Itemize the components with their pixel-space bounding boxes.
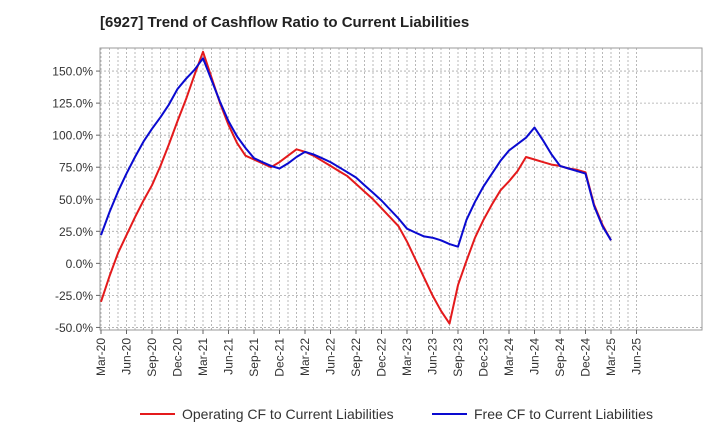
x-tick-label: Sep-22 <box>349 338 363 377</box>
y-tick-label: 150.0% <box>52 65 93 79</box>
legend: Operating CF to Current Liabilities Free… <box>140 406 653 422</box>
y-tick-label: -50.0% <box>55 321 93 335</box>
x-tick-label: Jun-24 <box>528 338 542 375</box>
x-tick-label: Sep-20 <box>145 338 159 377</box>
x-tick-label: Jun-23 <box>426 338 440 375</box>
x-tick-label: Dec-23 <box>477 338 491 377</box>
series-line-operating-cf <box>100 50 612 325</box>
grid-lines <box>100 48 702 330</box>
legend-label-free-cf: Free CF to Current Liabilities <box>474 406 653 422</box>
x-tick-label: Mar-24 <box>502 338 516 376</box>
y-tick-label: 0.0% <box>66 257 94 271</box>
x-tick-label: Sep-21 <box>247 338 261 377</box>
x-tick-label: Dec-22 <box>375 338 389 377</box>
series-line-free-cf <box>100 57 612 248</box>
x-tick-label: Mar-22 <box>298 338 312 376</box>
y-tick-label: 125.0% <box>52 97 93 111</box>
x-axis-ticks: Mar-20 Jun-20 Sep-20 Dec-20 Mar-21 Jun-21 Sep-… <box>94 330 644 377</box>
x-tick-label: Mar-20 <box>94 338 108 376</box>
x-tick-label: Mar-23 <box>400 338 414 376</box>
chart-title: [6927] Trend of Cashflow Ratio to Curren… <box>100 14 470 31</box>
x-tick-label: Dec-21 <box>273 338 287 377</box>
legend-label-operating-cf: Operating CF to Current Liabilities <box>182 406 394 422</box>
x-tick-label: Dec-20 <box>171 338 185 377</box>
x-tick-label: Jun-21 <box>222 338 236 375</box>
x-tick-label: Mar-21 <box>196 338 210 376</box>
y-tick-label: 25.0% <box>59 225 93 239</box>
x-tick-label: Jun-20 <box>120 338 134 375</box>
y-tick-label: -25.0% <box>55 289 93 303</box>
x-tick-label: Sep-23 <box>451 338 465 377</box>
x-tick-label: Sep-24 <box>553 338 567 377</box>
x-tick-label: Dec-24 <box>579 338 593 377</box>
y-axis-ticks: -50.0% -25.0% 0.0% 25.0% 50.0% 75.0% 100.0% 125… <box>52 65 100 335</box>
y-tick-label: 100.0% <box>52 129 93 143</box>
y-tick-label: 50.0% <box>59 193 93 207</box>
x-tick-label: Jun-22 <box>324 338 338 375</box>
plot-area-frame <box>99 47 703 331</box>
x-tick-label: Mar-25 <box>604 338 618 376</box>
y-tick-label: 75.0% <box>59 161 93 175</box>
series-lines <box>100 50 612 325</box>
x-tick-label: Jun-25 <box>630 338 644 375</box>
